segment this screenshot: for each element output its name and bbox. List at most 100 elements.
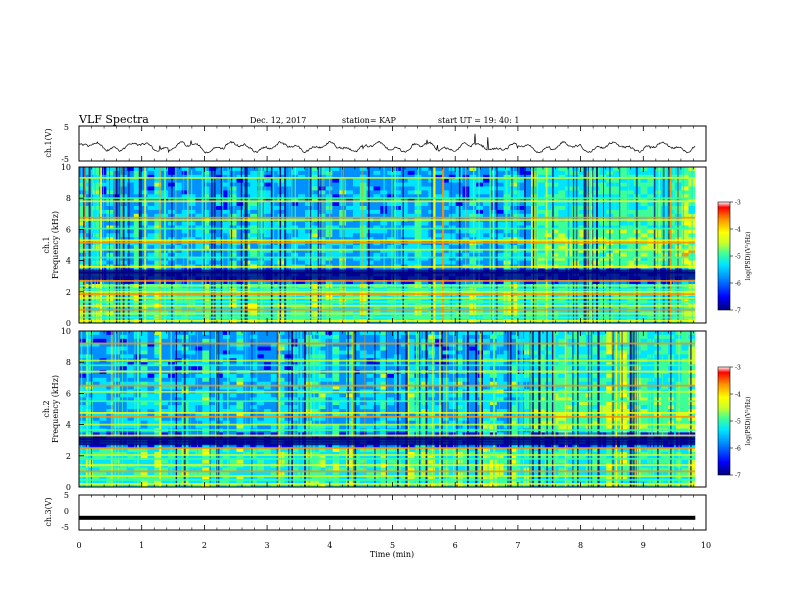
ch1-spectrogram-cell [236, 190, 244, 195]
ch1-spectrogram-cell [106, 190, 114, 195]
ch1-spectrogram-cell [222, 245, 230, 250]
ch1-spectrogram-cell [551, 221, 559, 226]
ch2-spectrogram-cell [140, 366, 148, 371]
ch1-spectrogram-cell [92, 213, 100, 218]
ch1-spectrogram-cell [661, 252, 669, 257]
ch1-spectrogram-cell [263, 202, 272, 207]
ch2-spectrogram-cell [85, 342, 93, 347]
ch1-spectrogram-cell [147, 190, 155, 195]
ch1-spectrogram-cell [613, 170, 621, 176]
ch1-spectrogram-cell [544, 209, 552, 215]
ch2-spectrogram-cell [126, 405, 135, 410]
ch2-spectrogram-cell [154, 420, 162, 425]
ch1-spectrogram-cell [448, 194, 456, 199]
ch2-spectrogram-cell [263, 385, 272, 390]
ch2-spectrogram-cell [195, 416, 203, 421]
ch1-spectrogram-cell [332, 186, 340, 191]
ch1-spectrogram-cell [133, 280, 141, 285]
ch1-spectrogram-cell [578, 213, 587, 218]
ch1-spectrogram-cell [346, 280, 354, 285]
ch2-spectrogram-cell [215, 483, 224, 488]
ch1-spectrogram-cell [530, 280, 539, 285]
ch1-spectrogram-cell [441, 174, 450, 179]
ch2-spectrogram-cell [154, 331, 162, 336]
ch2-spectrogram-cell [79, 432, 87, 437]
ch2-spectrogram-cell [257, 420, 265, 425]
ch2-spectrogram-cell [99, 409, 107, 414]
ch1-spectrogram-streak [94, 167, 96, 323]
ch1-spectrogram-cell [400, 256, 409, 261]
ch1-spectrogram-cell [626, 182, 635, 187]
ch2-spectrogram-cell [154, 455, 162, 460]
ch1-spectrogram-cell [647, 280, 655, 285]
ch1-spectrogram-cell [387, 225, 395, 230]
ch1-spectrogram-cell [578, 280, 587, 285]
ch1-spectrogram-cell [298, 237, 306, 242]
ch1-spectrogram-cell [435, 170, 443, 176]
ch2-spectrogram-cell [270, 381, 278, 386]
ch2-spectrogram-cell [99, 448, 107, 453]
ch1-spectrogram-cell [558, 229, 566, 234]
ch2-spectrogram-cell [106, 401, 114, 406]
ch1-spectrogram-cell [551, 248, 559, 254]
ch1-spectrogram-streak [667, 167, 670, 323]
ch2-spectrogram-cell [120, 373, 128, 379]
ch2-spectrogram-cell [270, 362, 278, 367]
ch1-spectrogram-cell [332, 190, 340, 195]
ch2-spectrogram-cell [222, 432, 230, 437]
ch2-spectrogram-cell [113, 444, 121, 449]
ch1-spectrogram-cell [298, 186, 306, 191]
ch1-spectrogram-cell [400, 248, 409, 254]
ch2-spectrogram-cell [215, 338, 224, 343]
ch2-spectrogram-cell [161, 471, 169, 476]
ch2-spectrogram-cell [215, 405, 224, 410]
ch2-spectrogram-cell [140, 471, 148, 476]
ch2-spectrogram-cell [140, 342, 148, 347]
ch1-spectrogram-cell [469, 202, 477, 207]
ch2-spectrogram-cell [99, 416, 107, 421]
ch2-spectrogram-cell [92, 475, 100, 480]
ch1-spectrogram-cell [387, 186, 395, 191]
ch1-spectrogram-streak [286, 167, 287, 323]
ch1-spectrogram-cell [229, 174, 237, 179]
ch1-spectrogram-cell [530, 206, 539, 211]
ch1-spectrogram-cell [387, 252, 395, 257]
ch2-spectrogram-cell [257, 448, 265, 453]
ch1-spectrogram-cell [626, 190, 635, 195]
ch2-spectrogram-cell [209, 397, 217, 402]
ch1-spectrogram-cell [366, 256, 374, 261]
ch1-spectrogram-cell [311, 221, 319, 226]
ch1-spectrogram-cell [195, 206, 203, 211]
ch1-spectrogram-cell [558, 190, 566, 195]
ch2-spectrogram-cell [209, 362, 217, 367]
ch1-spectrogram-cell [229, 233, 237, 238]
ch1-spectrogram-cell [661, 213, 669, 218]
ch1-spectrogram-cell [537, 213, 545, 218]
ch2-spectrogram-cell [229, 424, 237, 429]
ch1-spectrogram-cell [366, 252, 374, 257]
ch2-spectrogram-cell [222, 381, 230, 386]
ch2-spectrogram-cell [202, 455, 210, 460]
ch2-spectrogram-cell [92, 373, 100, 379]
ch1-spectrogram-cell [524, 237, 532, 242]
ch1-spectrogram-cell [544, 213, 552, 218]
ch1-spectrogram-cell [106, 182, 114, 187]
ch2-spectrogram-cell [140, 444, 148, 449]
ch1-spectrogram-cell [620, 213, 628, 218]
ch2-spectrogram-cell [154, 409, 162, 414]
ch1-spectrogram-cell [448, 260, 456, 265]
ch1-spectrogram-cell [537, 252, 545, 257]
ch1-spectrogram-cell [551, 233, 559, 238]
ch2-spectrogram-cell [99, 342, 107, 347]
ch2-spectrogram-cell [222, 459, 230, 464]
ch1-spectrogram-cell [133, 206, 141, 211]
ch1-spectrogram-cell [407, 280, 415, 285]
ch2-spectrogram-cell [161, 373, 169, 379]
ch2-spectrogram-cell [161, 397, 169, 402]
ch1-spectrogram-cell [154, 198, 162, 203]
ch2-spectrogram-cell [85, 479, 93, 484]
ch2-spectrogram-cell [215, 455, 224, 460]
ch1-spectrogram-cell [640, 202, 648, 207]
ch1-spectrogram-cell [551, 260, 559, 265]
ch1-spectrogram-cell [373, 178, 381, 183]
